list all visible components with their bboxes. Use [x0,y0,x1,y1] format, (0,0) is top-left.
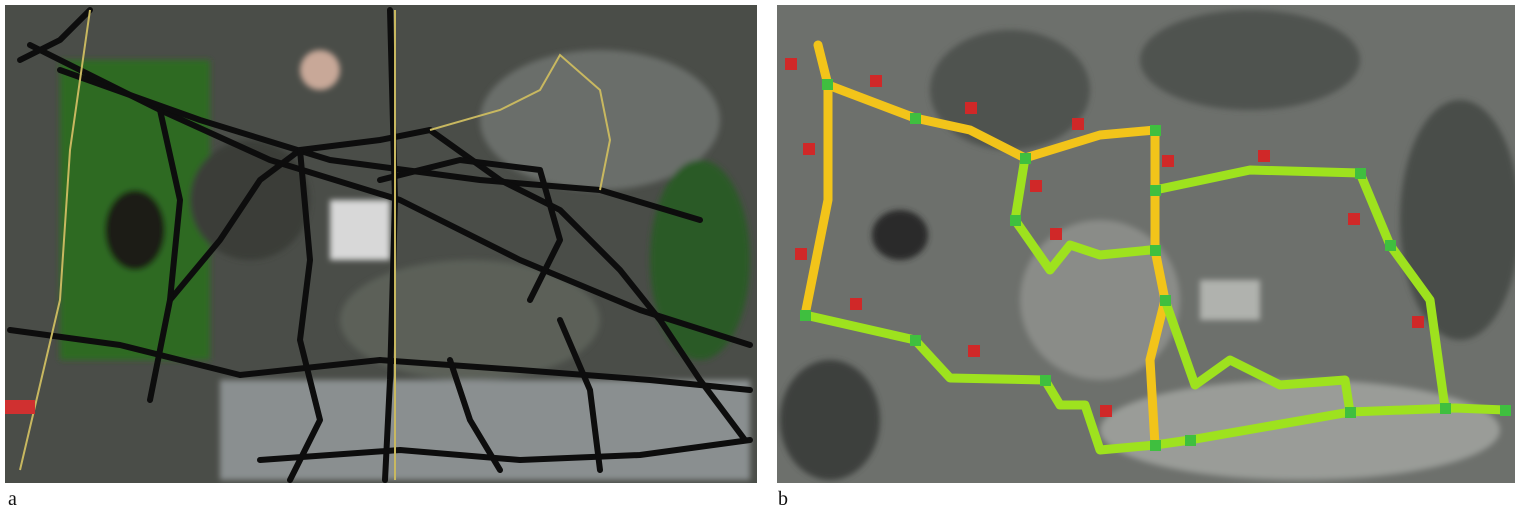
panel-b-image [777,5,1520,483]
panel-a-image [5,5,757,483]
panel-label: a [8,488,17,510]
figure: a b [0,0,1520,513]
panel-label: b [778,488,788,510]
